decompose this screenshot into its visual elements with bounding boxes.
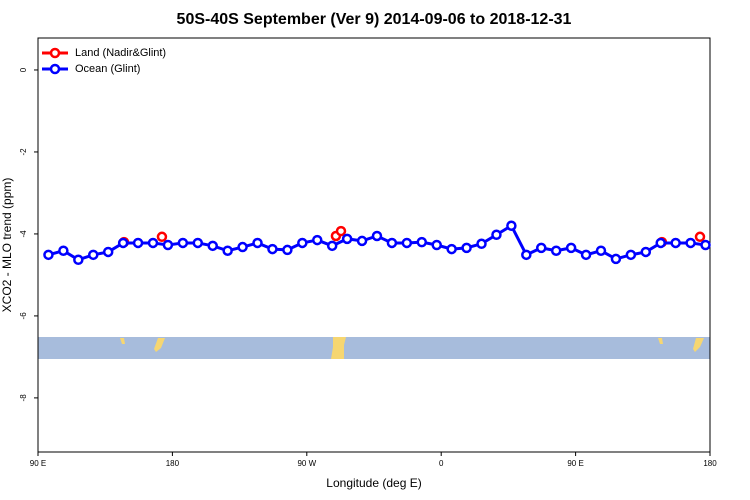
series-point xyxy=(356,235,368,247)
series-point xyxy=(655,237,666,249)
x-tick-label: 90 W xyxy=(297,459,316,468)
series-point xyxy=(43,249,54,261)
series-point xyxy=(297,237,308,249)
series-point xyxy=(476,238,487,250)
series-point xyxy=(312,234,323,246)
series-point xyxy=(685,237,696,249)
series-point xyxy=(341,233,353,245)
series-point xyxy=(192,237,204,249)
x-tick-label: 180 xyxy=(703,459,717,468)
legend-marker xyxy=(49,47,61,59)
series-point xyxy=(88,249,99,261)
y-axis-label: XCO2 - MLO trend (ppm) xyxy=(0,178,14,313)
y-tick-label: -8 xyxy=(19,394,28,402)
series-point xyxy=(326,240,338,252)
y-tick-label: 0 xyxy=(19,67,28,72)
series-point xyxy=(416,236,428,248)
y-tick-label: -6 xyxy=(19,312,28,320)
series-point xyxy=(670,237,681,249)
series-point xyxy=(431,239,442,251)
series-point xyxy=(177,237,189,249)
series-point xyxy=(610,253,622,265)
series-point xyxy=(521,249,532,261)
series-point xyxy=(401,237,413,249)
series-point xyxy=(207,240,218,252)
x-tick-label: 0 xyxy=(439,459,444,468)
series-point xyxy=(700,239,711,251)
legend-label: Ocean (Glint) xyxy=(75,63,140,75)
series-point xyxy=(117,237,129,249)
series-point xyxy=(335,225,347,237)
series-point xyxy=(386,237,398,249)
series-point xyxy=(625,249,637,261)
series-point xyxy=(506,220,517,231)
map-strip xyxy=(38,337,710,359)
series-point xyxy=(550,245,562,256)
series-point xyxy=(147,237,159,249)
series-point xyxy=(446,243,457,255)
series-point xyxy=(162,239,174,251)
series-point xyxy=(156,231,168,243)
series-point xyxy=(640,246,652,258)
series-point xyxy=(252,237,263,249)
series-point xyxy=(491,229,502,241)
series-point xyxy=(536,242,547,254)
y-tick-label: -4 xyxy=(19,230,28,238)
series-point xyxy=(222,245,233,256)
series-point xyxy=(580,249,592,261)
x-tick-label: 90 E xyxy=(30,459,46,468)
series-point xyxy=(565,242,577,254)
series-point xyxy=(461,242,472,254)
series-point xyxy=(371,230,383,242)
series-point xyxy=(73,254,84,266)
series-point xyxy=(132,237,144,249)
chart-title: 50S-40S September (Ver 9) 2014-09-06 to … xyxy=(177,11,572,28)
x-tick-label: 180 xyxy=(166,459,180,468)
series-point xyxy=(694,231,706,243)
series-point xyxy=(595,245,607,256)
y-tick-label: -2 xyxy=(19,148,28,156)
series-point xyxy=(58,245,69,256)
x-tick-label: 90 E xyxy=(567,459,583,468)
legend-label: Land (Nadir&Glint) xyxy=(75,47,166,59)
legend-marker xyxy=(49,63,61,75)
series-point xyxy=(237,241,248,253)
series-point xyxy=(282,244,293,256)
series-point xyxy=(102,246,114,258)
series-point xyxy=(267,243,278,255)
x-axis-label: Longitude (deg E) xyxy=(326,476,421,490)
